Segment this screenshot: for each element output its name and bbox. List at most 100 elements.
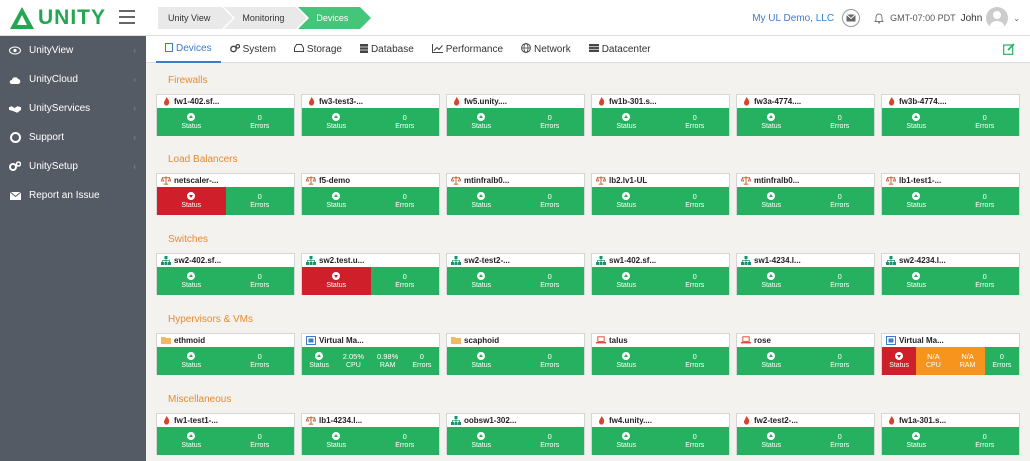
errors-cell[interactable]: 0 Errors [225,347,294,375]
status-cell[interactable]: Status [882,347,917,375]
status-cell[interactable]: Status [302,347,337,375]
status-cell[interactable]: Status [592,108,661,136]
sidebar-item-unitycloud[interactable]: UnityCloud ‹ [0,65,146,94]
status-cell[interactable]: Status [882,187,951,215]
status-cell[interactable]: Status [447,108,516,136]
logo[interactable]: UNITY [9,6,106,30]
errors-cell[interactable]: 0 Errors [950,187,1019,215]
sidebar-item-report-issue[interactable]: Report an Issue [0,181,146,210]
status-cell[interactable]: Status [447,347,516,375]
status-cell[interactable]: Status [302,187,371,215]
device-card[interactable]: fw4.unity.... Status 0 Errors [591,413,730,455]
status-cell[interactable]: Status [592,187,661,215]
errors-cell[interactable]: 0 Errors [404,347,439,375]
errors-cell[interactable]: 0 Errors [515,427,584,455]
device-card[interactable]: lb2.lv1-UL Status 0 Errors [591,173,730,215]
status-cell[interactable]: Status [157,347,226,375]
status-cell[interactable]: Status [447,267,516,295]
status-cell[interactable]: Status [737,187,806,215]
errors-cell[interactable]: 0 Errors [370,427,439,455]
status-cell[interactable]: Status [447,187,516,215]
errors-cell[interactable]: 0 Errors [805,347,874,375]
device-card[interactable]: mtinfralb0... Status 0 Errors [446,173,585,215]
device-card[interactable]: rose Status 0 Errors [736,333,875,375]
device-card[interactable]: sw1-4234.l... Status 0 Errors [736,253,875,295]
errors-cell[interactable]: 0 Errors [805,267,874,295]
sidebar-item-unityview[interactable]: UnityView ‹ [0,36,146,65]
user-name[interactable]: John [960,12,983,24]
errors-cell[interactable]: 0 Errors [515,108,584,136]
errors-cell[interactable]: 0 Errors [225,187,294,215]
device-card[interactable]: sw2-4234.l... Status 0 Errors [881,253,1020,295]
device-card[interactable]: lb1-4234.l... Status 0 Errors [301,413,440,455]
device-card[interactable]: sw1-402.sf... Status 0 Errors [591,253,730,295]
cpu-cell[interactable]: 2.05% CPU [336,347,371,375]
status-cell[interactable]: Status [737,267,806,295]
tab-database[interactable]: Database [351,36,423,63]
device-card[interactable]: mtinfralb0... Status 0 Errors [736,173,875,215]
status-cell[interactable]: Status [157,267,226,295]
sidebar-item-unityservices[interactable]: UnityServices ‹ [0,94,146,123]
errors-cell[interactable]: 0 Errors [805,187,874,215]
tab-datacenter[interactable]: Datacenter [580,36,660,63]
device-card[interactable]: fw3-test3-... Status 0 Errors [301,94,440,136]
errors-cell[interactable]: 0 Errors [950,427,1019,455]
sidebar-item-support[interactable]: Support ‹ [0,123,146,152]
status-cell[interactable]: Status [447,427,516,455]
errors-cell[interactable]: 0 Errors [660,267,729,295]
errors-cell[interactable]: 0 Errors [370,187,439,215]
device-card[interactable]: scaphoid Status 0 Errors [446,333,585,375]
breadcrumb-item[interactable]: Unity View [158,7,236,29]
status-cell[interactable]: Status [737,427,806,455]
device-card[interactable]: f5-demo Status 0 Errors [301,173,440,215]
errors-cell[interactable]: 0 Errors [370,108,439,136]
errors-cell[interactable]: 0 Errors [805,108,874,136]
status-cell[interactable]: Status [882,427,951,455]
errors-cell[interactable]: 0 Errors [370,267,439,295]
status-cell[interactable]: Status [737,108,806,136]
status-cell[interactable]: Status [882,108,951,136]
sidebar-item-unitysetup[interactable]: UnitySetup ‹ [0,152,146,181]
errors-cell[interactable]: 0 Errors [515,267,584,295]
errors-cell[interactable]: 0 Errors [805,427,874,455]
device-card[interactable]: fw2-test2-... Status 0 Errors [736,413,875,455]
device-card[interactable]: Virtual Ma... Status 2.05% CPU 0.98% RAM 0 Erro… [301,333,440,375]
device-card[interactable]: netscaler-... Status 0 Errors [156,173,295,215]
device-card[interactable]: talus Status 0 Errors [591,333,730,375]
ram-cell[interactable]: 0.98% RAM [370,347,405,375]
device-card[interactable]: sw2-402.sf... Status 0 Errors [156,253,295,295]
avatar[interactable] [986,7,1009,29]
status-cell[interactable]: Status [157,427,226,455]
ram-cell[interactable]: N/A RAM [950,347,985,375]
status-cell[interactable]: Status [737,347,806,375]
status-cell[interactable]: Status [157,108,226,136]
errors-cell[interactable]: 0 Errors [660,187,729,215]
device-card[interactable]: fw1b-301.s... Status 0 Errors [591,94,730,136]
device-card[interactable]: lb1-test1-... Status 0 Errors [881,173,1020,215]
errors-cell[interactable]: 0 Errors [225,427,294,455]
errors-cell[interactable]: 0 Errors [660,347,729,375]
errors-cell[interactable]: 0 Errors [984,347,1019,375]
errors-cell[interactable]: 0 Errors [515,187,584,215]
device-card[interactable]: fw1-402.sf... Status 0 Errors [156,94,295,136]
errors-cell[interactable]: 0 Errors [225,267,294,295]
errors-cell[interactable]: 0 Errors [660,108,729,136]
bell-icon[interactable] [874,13,884,24]
device-card[interactable]: sw2-test2-... Status 0 Errors [446,253,585,295]
device-card[interactable]: fw3b-4774.... Status 0 Errors [881,94,1020,136]
device-card[interactable]: fw1-test1-... Status 0 Errors [156,413,295,455]
status-cell[interactable]: Status [592,427,661,455]
chevron-down-icon[interactable]: ⌄ [1013,13,1020,23]
errors-cell[interactable]: 0 Errors [950,267,1019,295]
status-cell[interactable]: Status [302,427,371,455]
mail-button[interactable] [842,9,861,27]
device-card[interactable]: oobsw1-302... Status 0 Errors [446,413,585,455]
breadcrumb-item[interactable]: Monitoring [224,7,310,29]
tab-devices[interactable]: Devices [156,36,221,63]
status-cell[interactable]: Status [882,267,951,295]
device-card[interactable]: Virtual Ma... Status N/A CPU N/A RAM 0 Errors [881,333,1020,375]
menu-toggle-icon[interactable] [119,10,135,24]
errors-cell[interactable]: 0 Errors [950,108,1019,136]
cpu-cell[interactable]: N/A CPU [916,347,951,375]
status-cell[interactable]: Status [592,347,661,375]
